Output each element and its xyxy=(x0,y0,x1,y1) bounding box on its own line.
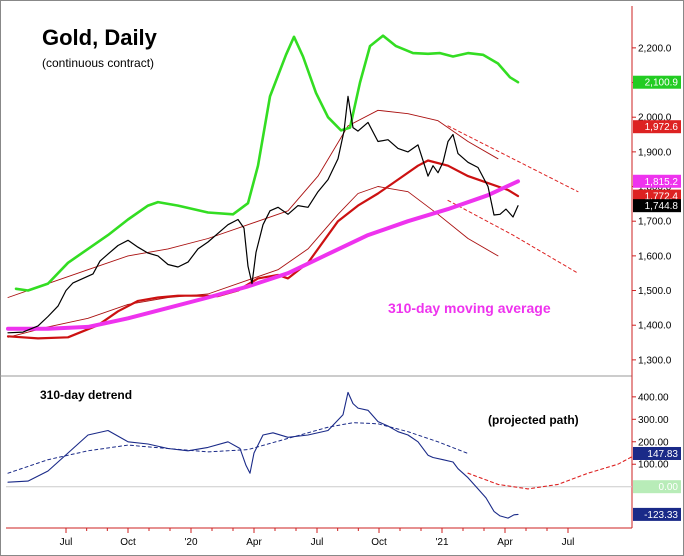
detrend-badge-label: -123.33 xyxy=(644,510,678,521)
series-detrend-line xyxy=(7,391,519,519)
detrend-badge xyxy=(633,480,681,494)
price-y-tick-label: 2,200.0 xyxy=(638,43,672,54)
detrend-y-tick-label: 400.00 xyxy=(638,392,669,403)
x-tick-label: '21 xyxy=(435,537,448,548)
price-y-tick-label: 2,000.0 xyxy=(638,113,672,124)
price-y-tick-label: 1,500.0 xyxy=(638,286,672,297)
series-cycle-projection-line xyxy=(7,422,469,474)
detrend-badge xyxy=(633,507,681,521)
detrend-badge xyxy=(633,446,681,460)
series-projected-path-line xyxy=(467,452,639,490)
x-tick-label: Jul xyxy=(60,537,73,548)
x-tick-label: '20 xyxy=(184,537,197,548)
price-badge xyxy=(633,199,681,213)
price-y-tick-label: 1,900.0 xyxy=(638,147,672,158)
projected-path-annotation: (projected path) xyxy=(488,413,579,427)
detrend-y-tick-label: 100.00 xyxy=(638,460,669,471)
x-tick-label: Jul xyxy=(562,537,575,548)
price-badge xyxy=(633,174,681,188)
detrend-y-tick-label: 200.00 xyxy=(638,437,669,448)
time-axis: Jul Oct '20 Apr Jul Oct '21 Apr Jul xyxy=(60,528,575,548)
detrend-y-tick-label: 300.00 xyxy=(638,415,669,426)
price-badge xyxy=(633,75,681,89)
detrend-panel: 100.00 200.00 300.00 400.00 147.83 0.00 -123.… xyxy=(6,388,681,521)
detrend-badge-label: 147.83 xyxy=(647,449,678,460)
detrend-title: 310-day detrend xyxy=(40,388,132,402)
price-y-tick-label: 1,600.0 xyxy=(638,251,672,262)
price-y-tick-label: 1,300.0 xyxy=(638,355,672,366)
x-tick-label: Oct xyxy=(120,537,136,548)
series-envelope-lower-projection-line xyxy=(447,199,579,274)
series-price-line xyxy=(7,95,519,334)
price-badge-label: 1,744.8 xyxy=(645,201,679,212)
series-ma-310-line xyxy=(6,179,520,331)
price-panel: 1,300.01,400.01,500.01,600.01,700.01,800… xyxy=(6,25,681,366)
price-badge-label: 1,772.4 xyxy=(645,192,679,203)
x-tick-label: Apr xyxy=(246,537,262,548)
series-envelope-upper-projection-line xyxy=(447,125,579,193)
price-badge-label: 1,815.2 xyxy=(645,177,679,188)
chart-subtitle: (continuous contract) xyxy=(42,56,154,70)
price-badge-label: 2,100.9 xyxy=(645,78,679,89)
x-tick-label: Apr xyxy=(497,537,513,548)
price-series-group xyxy=(6,34,579,340)
price-y-tick-label: 1,400.0 xyxy=(638,321,672,332)
chart-title: Gold, Daily xyxy=(42,25,158,50)
price-y-tick-label: 1,700.0 xyxy=(638,217,672,228)
price-badge-label: 1,972.6 xyxy=(645,122,679,133)
detrend-series-group xyxy=(7,391,639,519)
price-value-badges: 2,100.9 1,972.6 1,815.2 1,772.41,744.8 xyxy=(633,75,681,213)
detrend-badge-label: 0.00 xyxy=(659,482,679,493)
series-envelope-lower-line xyxy=(7,186,499,338)
x-tick-label: Jul xyxy=(311,537,324,548)
detrend-value-badges: 147.83 0.00 -123.33 xyxy=(633,446,681,521)
moving-average-annotation: 310-day moving average xyxy=(388,300,551,316)
series-envelope-upper-line xyxy=(7,109,499,298)
detrend-y-axis: 100.00 200.00 300.00 400.00 xyxy=(632,392,669,471)
price-badge xyxy=(633,120,681,134)
series-cycle-line xyxy=(14,34,520,292)
x-tick-label: Oct xyxy=(371,537,387,548)
price-y-axis: 1,300.01,400.01,500.01,600.01,700.01,800… xyxy=(632,43,672,366)
